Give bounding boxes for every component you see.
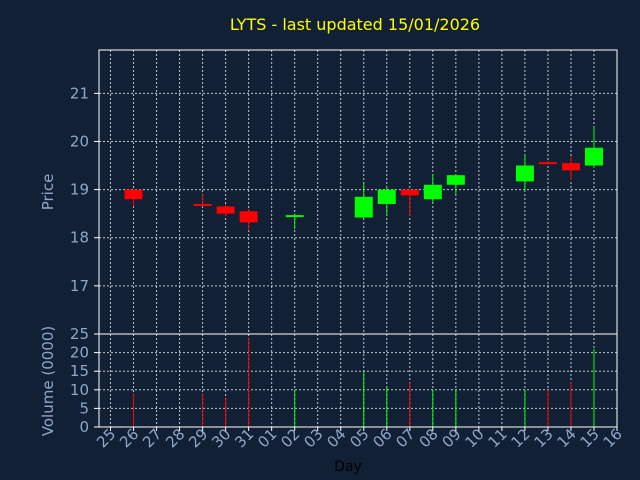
- candle-body: [354, 196, 373, 218]
- candle-body: [239, 211, 258, 223]
- price-y-tick-label: 20: [70, 132, 89, 150]
- candle-body: [538, 162, 557, 165]
- candle-body: [285, 215, 304, 218]
- x-ticks: 2526272829303101020304050607080910111213…: [93, 425, 626, 451]
- candle-body: [515, 165, 534, 182]
- volume-y-tick-label: 10: [70, 381, 89, 399]
- price-y-ticks: 17 18 19 20 21: [70, 84, 99, 295]
- volume-y-tick-label: 0: [79, 418, 89, 436]
- volume-y-tick-label: 5: [79, 399, 89, 417]
- candle-body: [584, 147, 603, 166]
- volume-plot-frame: [98, 333, 618, 428]
- x-axis-label: Day: [334, 459, 362, 475]
- volume-y-tick-label: 15: [70, 362, 89, 380]
- price-y-tick-label: 21: [70, 84, 89, 102]
- candle-body: [377, 189, 396, 205]
- volume-axis-label: Volume (0000): [39, 326, 57, 436]
- candle-body: [193, 204, 212, 207]
- price-y-tick-label: 18: [70, 229, 89, 247]
- price-candles: [124, 127, 603, 231]
- price-axis-label: Price: [39, 174, 57, 211]
- volume-y-tick-label: 20: [70, 344, 89, 362]
- volume-bars: [133, 337, 595, 427]
- chart-title: LYTS - last updated 15/01/2026: [230, 15, 480, 34]
- candle-body: [423, 184, 442, 200]
- price-y-tick-label: 17: [70, 277, 89, 295]
- volume-y-tick-label: 25: [70, 325, 89, 343]
- candle-body: [446, 175, 465, 185]
- candle-body: [216, 206, 235, 214]
- candle-body: [400, 189, 419, 196]
- candle-body: [561, 163, 580, 171]
- candle-body: [124, 189, 143, 200]
- price-y-tick-label: 19: [70, 181, 89, 199]
